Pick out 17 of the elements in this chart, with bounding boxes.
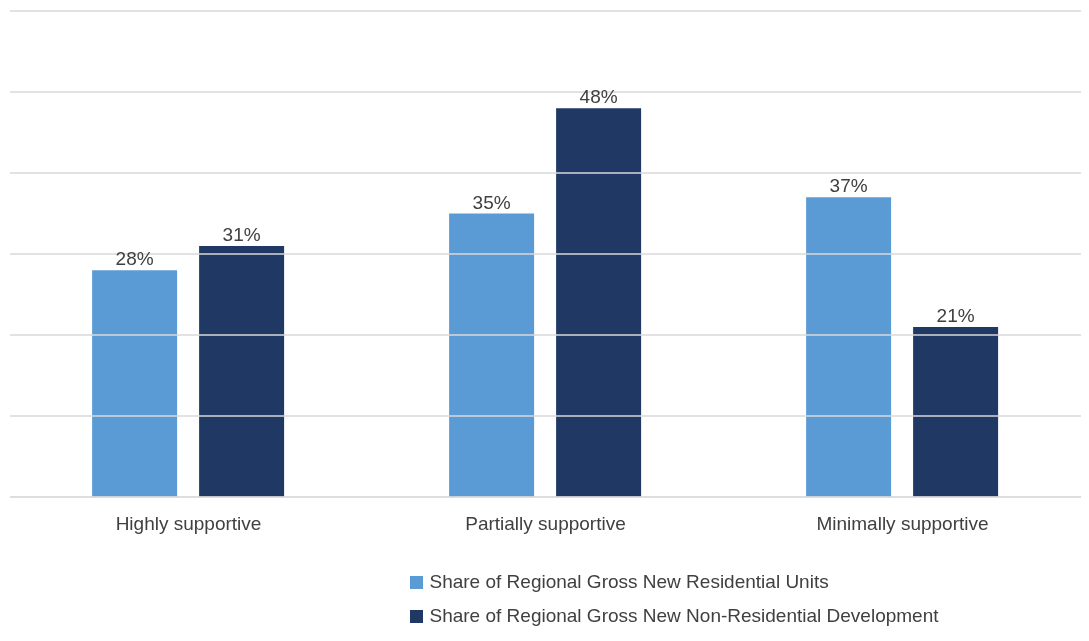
data-label: 48% xyxy=(579,86,618,108)
x-tick-label: Highly supportive xyxy=(115,513,262,535)
bar xyxy=(556,108,642,497)
data-label: 37% xyxy=(829,175,868,197)
x-tick-label: Partially supportive xyxy=(465,513,626,535)
data-label: 31% xyxy=(222,223,261,245)
legend-label: Share of Regional Gross New Non-Residential Development xyxy=(429,604,939,628)
bar xyxy=(92,270,178,497)
bar xyxy=(806,197,892,497)
data-label: 21% xyxy=(936,304,975,326)
bar xyxy=(449,213,535,497)
data-label: 28% xyxy=(115,248,154,270)
legend-label: Share of Regional Gross New Residential Units xyxy=(429,570,829,594)
data-label: 35% xyxy=(472,191,511,213)
bar xyxy=(913,326,999,497)
x-tick-label: Minimally supportive xyxy=(816,513,989,535)
bar xyxy=(199,245,285,497)
